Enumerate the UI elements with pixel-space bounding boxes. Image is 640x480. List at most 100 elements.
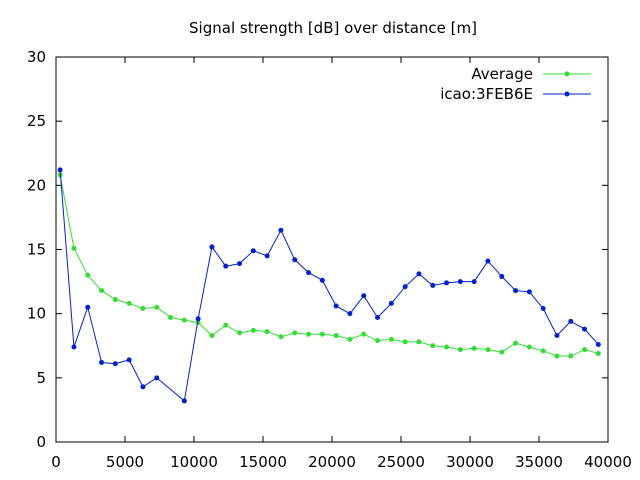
data-point [347, 311, 353, 317]
y-tick-label: 10 [27, 305, 46, 323]
data-point [333, 332, 339, 338]
data-point [223, 263, 229, 269]
data-point [457, 347, 463, 353]
data-point [457, 279, 463, 285]
data-point [99, 359, 105, 365]
data-point [471, 345, 477, 351]
data-point [181, 398, 187, 404]
data-point [568, 318, 574, 324]
data-point [430, 282, 436, 288]
data-point [71, 245, 77, 251]
data-point [126, 357, 132, 363]
data-point [499, 273, 505, 279]
data-point [582, 326, 588, 332]
data-point [361, 331, 367, 337]
plot-frame [55, 56, 609, 443]
data-point [306, 331, 312, 337]
x-tick-label: 20000 [308, 453, 356, 471]
data-point [416, 339, 422, 345]
data-point [540, 306, 546, 312]
data-point [99, 288, 105, 294]
data-point [582, 347, 588, 353]
y-tick-label: 0 [36, 433, 46, 451]
data-point [264, 253, 270, 259]
x-tick-label: 40000 [584, 453, 632, 471]
chart-title: Signal strength [dB] over distance [m] [189, 19, 477, 37]
data-point [375, 315, 381, 321]
data-point [402, 339, 408, 345]
data-point [250, 327, 256, 333]
data-point [333, 303, 339, 309]
data-point [388, 336, 394, 342]
data-point [554, 353, 560, 359]
data-point [168, 315, 174, 321]
data-point [444, 344, 450, 350]
legend-label: icao:3FEB6E [440, 85, 533, 103]
legend-marker [564, 91, 570, 97]
x-tick-label: 15000 [239, 453, 287, 471]
series-1 [57, 167, 601, 404]
data-point [250, 248, 256, 254]
data-point [292, 330, 298, 336]
data-point [181, 317, 187, 323]
data-point [485, 347, 491, 353]
y-tick-label: 25 [27, 112, 46, 130]
data-point [595, 350, 601, 356]
y-tick-label: 5 [36, 369, 46, 387]
data-point [292, 257, 298, 263]
data-point [126, 300, 132, 306]
data-point [347, 336, 353, 342]
data-point [513, 288, 519, 294]
data-point [140, 306, 146, 312]
data-point [237, 330, 243, 336]
data-point [85, 304, 91, 310]
legend-label: Average [471, 65, 533, 83]
legend: Average icao:3FEB6E [440, 65, 591, 103]
data-point [319, 331, 325, 337]
data-point [112, 361, 118, 367]
data-point [209, 244, 215, 250]
series-0 [57, 172, 601, 359]
data-point [540, 348, 546, 354]
axes: 0 5000 10000 15000 20000 25000 30000 35000 40000… [27, 48, 632, 471]
data-point [568, 353, 574, 359]
data-point [471, 279, 477, 285]
x-tick-label: 35000 [515, 453, 563, 471]
data-point [319, 277, 325, 283]
data-point [154, 375, 160, 381]
y-tick-label: 20 [27, 176, 46, 194]
x-tick-label: 0 [51, 453, 61, 471]
data-point [513, 340, 519, 346]
x-tick-label: 10000 [170, 453, 218, 471]
data-point [237, 261, 243, 267]
data-point [209, 332, 215, 338]
series-layer [57, 167, 601, 404]
data-point [388, 300, 394, 306]
data-point [223, 322, 229, 328]
data-point [57, 167, 63, 173]
data-point [278, 334, 284, 340]
data-point [71, 344, 77, 350]
data-point [140, 384, 146, 390]
data-point [278, 227, 284, 233]
y-tick-label: 15 [27, 241, 46, 259]
y-tick-label: 30 [27, 48, 46, 66]
x-tick-label: 30000 [446, 453, 494, 471]
series-line [59, 169, 599, 402]
data-point [485, 258, 491, 264]
data-point [306, 270, 312, 276]
data-point [416, 271, 422, 277]
x-tick-label: 25000 [377, 453, 425, 471]
data-point [430, 343, 436, 349]
data-point [112, 297, 118, 303]
legend-marker [564, 71, 570, 77]
data-point [554, 332, 560, 338]
data-point [499, 349, 505, 355]
x-tick-label: 5000 [106, 453, 144, 471]
data-point [361, 293, 367, 299]
data-point [264, 329, 270, 335]
data-point [595, 341, 601, 347]
series-line [59, 174, 599, 357]
